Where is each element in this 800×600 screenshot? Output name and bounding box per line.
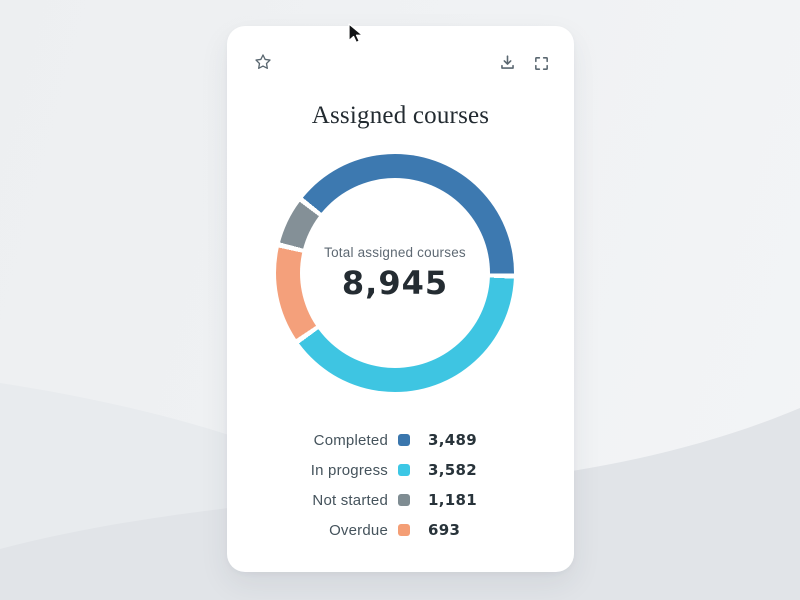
donut-center: Total assigned courses 8,945 (300, 178, 490, 368)
card-title: Assigned courses (311, 102, 490, 129)
legend-label: Not started (312, 491, 388, 509)
legend-row-completed: Completed 3,489 (227, 425, 574, 455)
legend-value: 3,489 (428, 431, 477, 449)
legend-label: In progress (310, 461, 388, 479)
chart-legend: Completed 3,489 In progress 3,582 Not st… (227, 425, 574, 545)
download-icon[interactable] (496, 51, 518, 73)
legend-swatch-not-started (398, 494, 410, 506)
donut-center-label: Total assigned courses (324, 244, 466, 260)
fullscreen-icon[interactable] (530, 52, 552, 74)
donut-center-value: 8,945 (341, 263, 449, 302)
favorite-star-icon[interactable] (252, 51, 274, 73)
legend-row-in-progress: In progress 3,582 (227, 455, 574, 485)
legend-value: 3,582 (428, 461, 477, 479)
legend-row-not-started: Not started 1,181 (227, 485, 574, 515)
legend-row-overdue: Overdue 693 (227, 515, 574, 545)
legend-label: Completed (313, 431, 388, 449)
legend-swatch-overdue (398, 524, 410, 536)
legend-label: Overdue (329, 521, 388, 539)
donut-chart-area: Total assigned courses 8,945 (276, 154, 514, 392)
legend-value: 693 (428, 521, 461, 539)
assigned-courses-card: Assigned courses Total assigned courses … (227, 26, 574, 572)
legend-swatch-in-progress (398, 464, 410, 476)
legend-swatch-completed (398, 434, 410, 446)
legend-value: 1,181 (428, 491, 477, 509)
